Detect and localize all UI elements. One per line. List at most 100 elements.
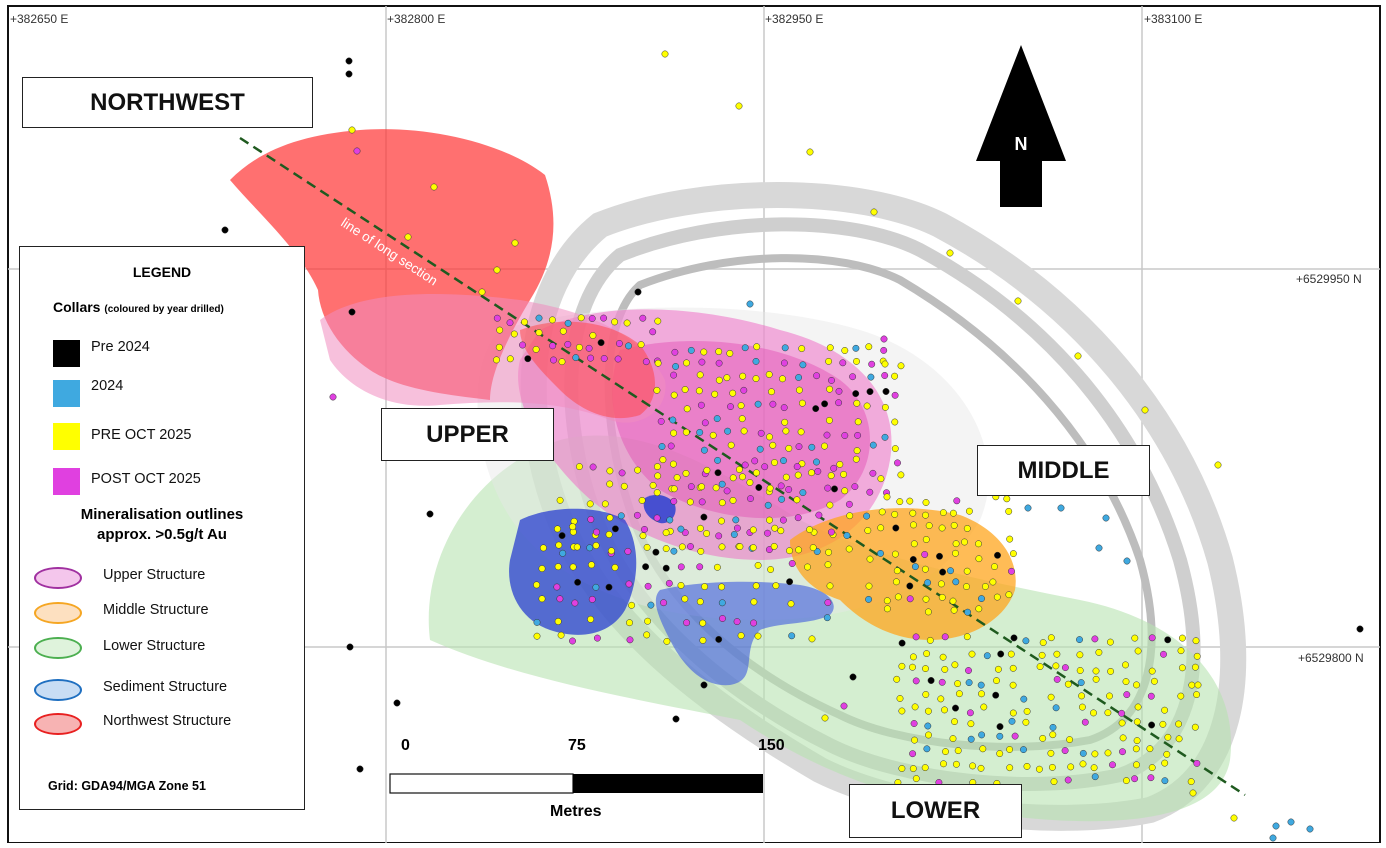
collar-2024 [852, 344, 860, 352]
collar-pre-oct-2025 [993, 677, 1000, 685]
collar-pre-oct-2025 [996, 750, 1004, 758]
structure-label-upper: Upper Structure [103, 567, 206, 583]
collar-post-oct-2025 [1091, 635, 1099, 643]
collar-2024 [746, 300, 754, 308]
collar-pre-2024 [996, 723, 1004, 731]
collar-pre-oct-2025 [735, 466, 743, 473]
collar-pre-oct-2025 [940, 760, 947, 768]
collar-post-oct-2025 [625, 580, 633, 588]
collar-pre-oct-2025 [1131, 634, 1139, 642]
collar-pre-oct-2025 [845, 545, 853, 553]
collar-post-oct-2025 [564, 340, 572, 348]
collar-pre-oct-2025 [738, 415, 746, 423]
north-arrow-label: N [1015, 134, 1028, 154]
collar-pre-oct-2025 [554, 563, 562, 571]
collar-pre-2024 [866, 388, 874, 396]
collar-2024 [1052, 704, 1060, 712]
collar-pre-oct-2025 [643, 631, 651, 639]
collar-pre-oct-2025 [678, 543, 686, 551]
collar-pre-oct-2025 [865, 343, 873, 351]
collar-2024 [1076, 636, 1083, 644]
collar-2024 [781, 344, 789, 352]
collar-pre-oct-2025 [824, 561, 832, 569]
collar-post-oct-2025 [769, 400, 777, 408]
collar-pre-oct-2025 [967, 720, 975, 728]
collar-post-oct-2025 [824, 599, 832, 607]
collar-2024 [687, 346, 695, 354]
collar-post-oct-2025 [329, 393, 337, 401]
collar-2024 [564, 319, 572, 327]
collar-post-oct-2025 [751, 457, 759, 465]
collar-pre-oct-2025 [768, 388, 775, 396]
collar-pre-oct-2025 [923, 650, 931, 658]
collar-post-oct-2025 [667, 442, 675, 450]
collar-pre-oct-2025 [897, 471, 905, 479]
collar-pre-oct-2025 [922, 499, 930, 506]
collar-pre-oct-2025 [921, 764, 929, 772]
collar-pre-oct-2025 [620, 482, 628, 490]
collar-pre-oct-2025 [840, 470, 848, 478]
collar-pre-oct-2025 [1090, 709, 1097, 717]
collar-pre-oct-2025 [1133, 718, 1141, 726]
collar-pre-oct-2025 [404, 233, 412, 241]
collar-post-oct-2025 [941, 633, 949, 641]
collar-pre-oct-2025 [1038, 651, 1046, 659]
collar-post-oct-2025 [1011, 732, 1019, 740]
collar-pre-oct-2025 [1161, 706, 1169, 714]
collar-pre-oct-2025 [1009, 681, 1017, 689]
collar-pre-oct-2025 [795, 546, 803, 554]
collar-pre-oct-2025 [853, 357, 860, 365]
collars-heading-note: (coloured by year drilled) [104, 304, 224, 315]
collar-pre-oct-2025 [1023, 762, 1031, 770]
collar-pre-oct-2025 [1066, 736, 1074, 744]
collar-post-oct-2025 [966, 709, 974, 717]
collar-pre-oct-2025 [555, 541, 563, 549]
collar-2024 [730, 531, 738, 538]
collar-pre-oct-2025 [980, 703, 988, 711]
collar-pre-oct-2025 [909, 653, 917, 661]
collar-post-oct-2025 [698, 358, 706, 366]
collar-post-oct-2025 [740, 386, 748, 394]
easting-label-382650: +382650 E [10, 12, 69, 26]
collar-pre-oct-2025 [797, 428, 805, 436]
collar-pre-oct-2025 [575, 463, 583, 471]
collar-pre-oct-2025 [1048, 763, 1056, 771]
collar-pre-oct-2025 [677, 581, 685, 589]
sediment-structure-west [509, 508, 637, 635]
collar-pre-oct-2025 [1177, 647, 1185, 655]
collar-pre-oct-2025 [1133, 737, 1141, 745]
collar-pre-oct-2025 [877, 524, 885, 532]
collar-2024 [1161, 777, 1169, 785]
collar-pre-oct-2025 [726, 349, 734, 357]
collar-post-oct-2025 [626, 636, 634, 644]
structure-label-sediment: Sediment Structure [103, 679, 228, 695]
collar-label-post-oct-2025: POST OCT 2025 [91, 471, 201, 487]
collar-pre-oct-2025 [654, 317, 662, 325]
collar-post-oct-2025 [1131, 775, 1139, 783]
collar-post-oct-2025 [910, 720, 918, 727]
collar-pre-oct-2025 [1104, 749, 1112, 757]
collar-post-oct-2025 [701, 419, 709, 427]
collar-2024 [617, 512, 625, 520]
collar-2024 [813, 458, 820, 466]
collar-2024 [924, 579, 932, 587]
collar-pre-oct-2025 [1009, 550, 1017, 558]
collar-pre-2024 [1148, 721, 1156, 729]
collar-pre-oct-2025 [628, 601, 636, 609]
collar-pre-oct-2025 [898, 662, 906, 670]
collar-pre-oct-2025 [712, 484, 720, 492]
easting-label-383100: +383100 E [1144, 12, 1203, 26]
collar-post-oct-2025 [814, 467, 822, 475]
legend-collars-heading: Collars (coloured by year drilled) [53, 299, 224, 315]
collar-pre-oct-2025 [737, 402, 745, 410]
collar-post-oct-2025 [1118, 709, 1126, 717]
collar-post-oct-2025 [600, 355, 608, 362]
collar-2024 [823, 614, 831, 622]
collar-post-oct-2025 [891, 391, 899, 399]
collar-pre-oct-2025 [1036, 663, 1044, 671]
collar-post-oct-2025 [869, 469, 877, 477]
collar-pre-oct-2025 [1175, 735, 1183, 743]
collar-pre-oct-2025 [892, 578, 900, 586]
collar-pre-oct-2025 [989, 578, 997, 586]
